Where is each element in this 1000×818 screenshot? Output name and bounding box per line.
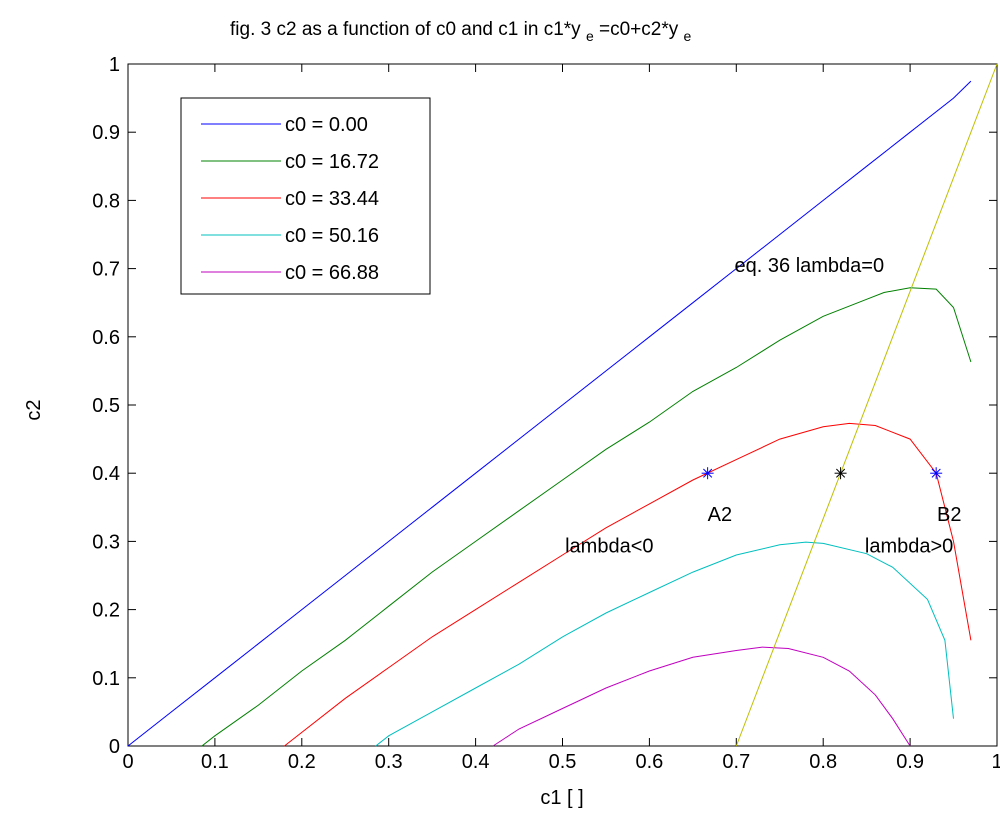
y-tick-label: 0.8: [92, 190, 120, 212]
series-line-2: [284, 422, 972, 747]
chart-title-main: fig. 3 c2 as a function of c0 and c1 in …: [230, 19, 581, 40]
x-tick-label: 0.7: [722, 751, 750, 773]
annotation-text: lambda<0: [565, 535, 653, 557]
star-marker-stroke: [931, 468, 941, 478]
x-tick-label: 0.6: [635, 751, 663, 773]
y-tick-label: 1: [109, 54, 120, 76]
chart-title-sub2: e: [684, 28, 692, 44]
annotation-text: lambda>0: [865, 535, 953, 557]
annotation-text: B2: [937, 504, 961, 526]
legend-label: c0 = 66.88: [285, 262, 379, 284]
x-tick-label: 0.4: [462, 751, 490, 773]
x-tick-label: 0.3: [375, 751, 403, 773]
legend-box: [180, 97, 431, 295]
series-line-4: [492, 646, 911, 747]
chart-title: fig. 3 c2 as a function of c0 and c1 in …: [230, 19, 692, 46]
y-tick-label: 0.3: [92, 531, 120, 553]
y-tick-label: 0.5: [92, 395, 120, 417]
series-line-3: [375, 541, 954, 747]
y-tick-label: 0.7: [92, 259, 120, 281]
y-tick-label: 0.6: [92, 327, 120, 349]
star-marker-stroke: [703, 468, 713, 478]
y-axis-label: c2: [23, 399, 45, 420]
star-marker: [701, 467, 714, 480]
legend-label: c0 = 16.72: [285, 151, 379, 173]
legend-label: c0 = 33.44: [285, 188, 379, 210]
y-tick-label: 0.1: [92, 668, 120, 690]
star-marker: [834, 467, 847, 480]
plot-area: 0 0.1 0.2 0.3 0.4 0.5 0.6 0.7 0.8 0.9 1 0 0.1 0.2 0.3 0…: [92, 54, 1000, 773]
y-tick-label: 0.9: [92, 122, 120, 144]
chart-title-mid: =c0+c2*y: [599, 19, 679, 40]
y-tick-label: 0: [109, 736, 120, 758]
annotation-text: A2: [708, 504, 732, 526]
eq36-line: [735, 63, 998, 747]
x-tick-label: 0.2: [288, 751, 316, 773]
x-tick-label: 0.1: [201, 751, 229, 773]
chart-title-sub1: e: [586, 28, 594, 44]
series-line-0: [127, 80, 972, 747]
series-line-1: [201, 287, 972, 747]
legend-label: c0 = 0.00: [285, 114, 368, 136]
x-tick-label: 1: [991, 751, 1000, 773]
star-marker-stroke: [836, 468, 846, 478]
annotation-text: eq. 36 lambda=0: [735, 255, 885, 277]
x-axis-label: c1 [ ]: [540, 787, 583, 809]
legend-label: c0 = 50.16: [285, 225, 379, 247]
x-tick-label: 0: [122, 751, 133, 773]
y-tick-label: 0.4: [92, 463, 120, 485]
star-marker: [930, 467, 943, 480]
x-tick-label: 0.8: [809, 751, 837, 773]
y-tick-label: 0.2: [92, 600, 120, 622]
x-tick-label: 0.5: [549, 751, 577, 773]
x-tick-label: 0.9: [896, 751, 924, 773]
